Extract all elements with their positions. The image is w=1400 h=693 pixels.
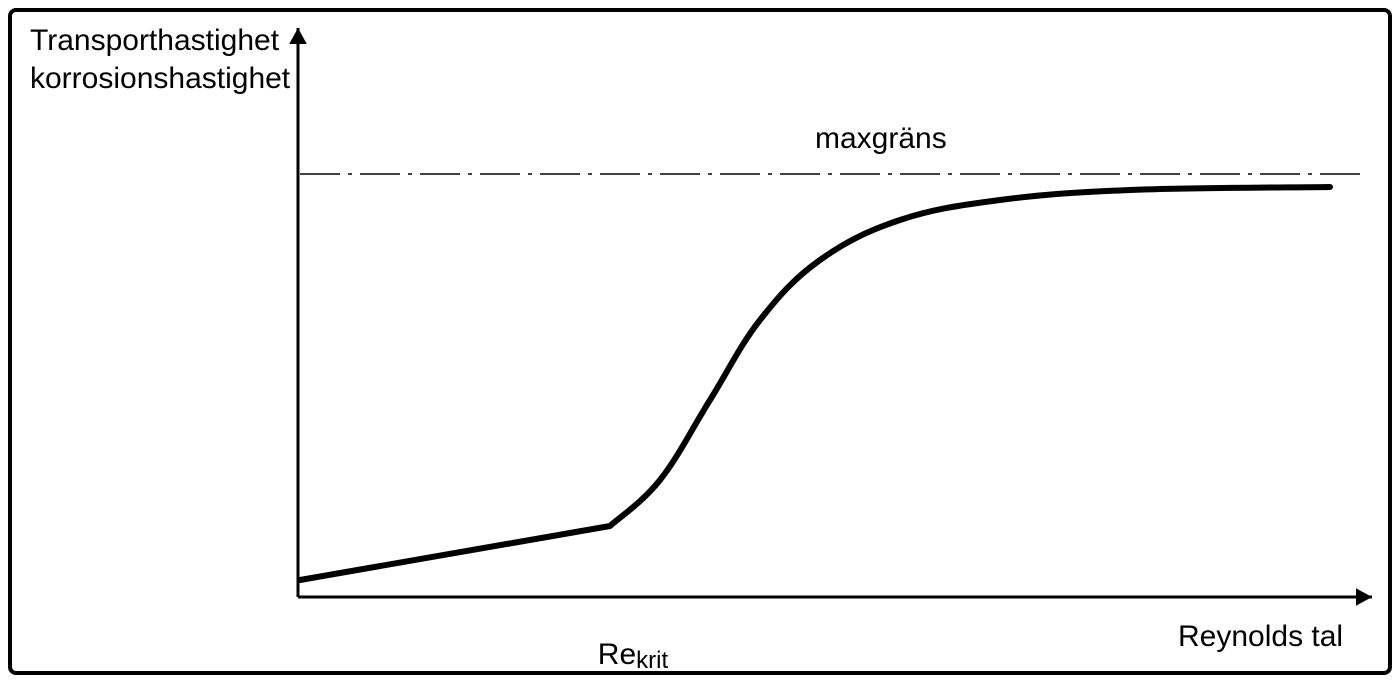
y-axis-label-line2: korrosionshastighet <box>30 62 290 96</box>
chart-svg <box>0 0 1400 683</box>
maxgrans-label: maxgräns <box>815 122 947 156</box>
y-axis-label-line1: Transporthastighet <box>30 24 279 58</box>
re-krit-main: Re <box>598 638 636 671</box>
re-krit-sub: krit <box>636 647 668 674</box>
x-axis-label: Reynolds tal <box>1178 620 1343 654</box>
re-krit-label: Rekrit <box>580 620 668 693</box>
